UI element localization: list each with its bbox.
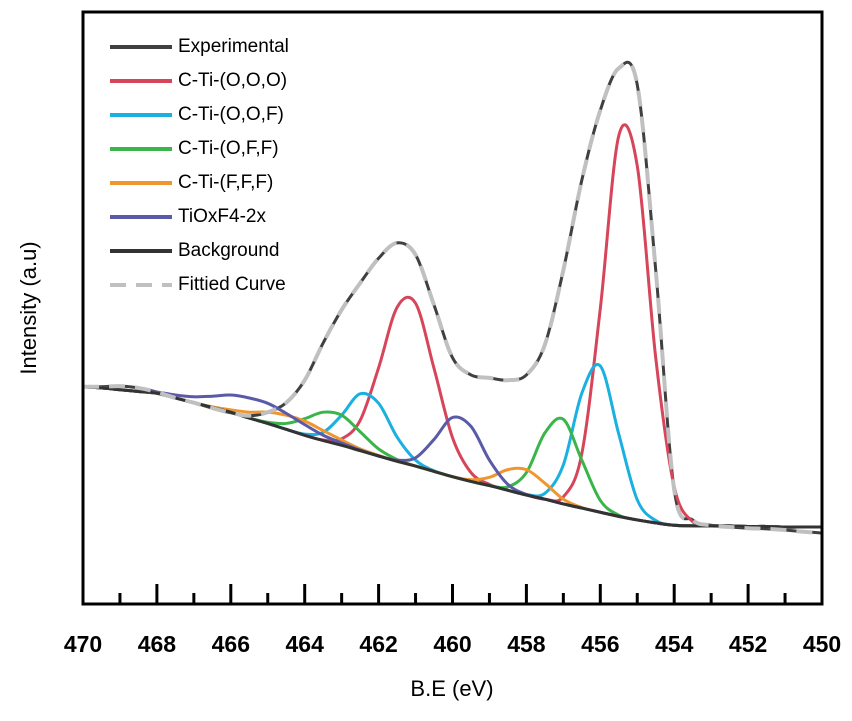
x-tick-label: 470 (64, 631, 102, 657)
y-axis-label: Intensity (a.u) (16, 241, 41, 374)
x-tick-label: 456 (581, 631, 619, 657)
legend-label: Fittied Curve (178, 274, 286, 295)
plot-frame (81, 10, 824, 606)
x-tick-label: 466 (212, 631, 250, 657)
x-tick-label: 462 (359, 631, 397, 657)
legend-label: C-Ti-(O,F,F) (178, 138, 279, 159)
legend-label: C-Ti-(O,O,F) (178, 104, 284, 125)
series-line (82, 363, 822, 529)
series-line (82, 60, 823, 535)
legend-label: C-Ti-(F,F,F) (178, 172, 273, 193)
legend-label: Background (178, 240, 279, 261)
legend-label: C-Ti-(O,O,O) (178, 70, 287, 91)
x-tick-label: 464 (286, 631, 325, 657)
legend-label: TiOxF4-2x (178, 206, 266, 227)
x-tick-label: 458 (507, 631, 546, 657)
x-tick-label: 454 (655, 631, 694, 657)
x-axis-label: B.E (eV) (410, 676, 493, 701)
x-tick-label: 468 (138, 631, 177, 657)
series-line (82, 60, 823, 535)
series-line (82, 385, 822, 529)
series-line (82, 385, 822, 529)
series-line (82, 385, 822, 529)
series-line (82, 385, 822, 529)
legend-label: Experimental (178, 36, 289, 57)
x-tick-label: 450 (803, 631, 841, 657)
x-tick-label: 460 (433, 631, 471, 657)
x-tick-label: 452 (729, 631, 767, 657)
